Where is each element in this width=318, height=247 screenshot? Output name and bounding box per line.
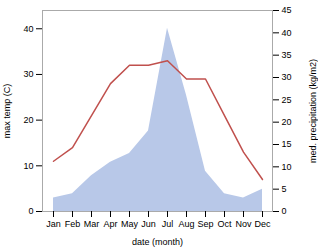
svg-text:20: 20 [23,115,33,125]
svg-text:Apr: Apr [103,219,117,229]
svg-text:45: 45 [282,5,292,15]
svg-text:0: 0 [28,206,33,216]
svg-text:Oct: Oct [217,219,232,229]
svg-text:0: 0 [282,206,287,216]
svg-text:30: 30 [282,72,292,82]
svg-text:35: 35 [282,50,292,60]
svg-text:5: 5 [282,184,287,194]
svg-text:Feb: Feb [65,219,81,229]
svg-text:40: 40 [23,24,33,34]
svg-text:30: 30 [23,69,33,79]
svg-text:10: 10 [23,161,33,171]
svg-text:40: 40 [282,28,292,38]
svg-text:Jun: Jun [141,219,156,229]
svg-text:Sep: Sep [197,219,213,229]
svg-text:date (month): date (month) [132,237,183,247]
svg-text:med. precipitation (kg/m2): med. precipitation (kg/m2) [308,59,318,163]
svg-text:Dec: Dec [254,219,271,229]
svg-text:25: 25 [282,95,292,105]
svg-text:Aug: Aug [178,219,194,229]
svg-text:Nov: Nov [235,219,252,229]
svg-text:10: 10 [282,162,292,172]
svg-text:Mar: Mar [84,219,100,229]
svg-text:Jan: Jan [46,219,61,229]
svg-text:Jul: Jul [162,219,174,229]
svg-text:15: 15 [282,139,292,149]
svg-text:max temp (C): max temp (C) [2,84,12,139]
svg-text:May: May [121,219,139,229]
svg-text:20: 20 [282,117,292,127]
